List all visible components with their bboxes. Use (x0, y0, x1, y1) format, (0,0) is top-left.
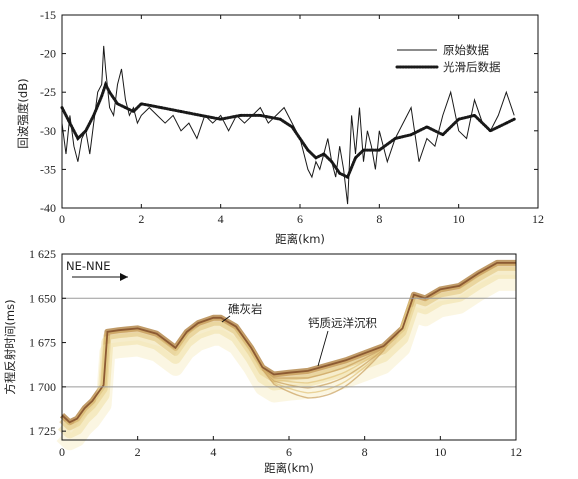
top-y-tick-label: -15 (40, 8, 56, 22)
top-x-tick-label: 4 (218, 212, 224, 226)
smoothed-point (179, 110, 183, 113)
top-y-tick-label: -40 (40, 201, 56, 215)
direction-label: NE-NNE (66, 259, 111, 273)
smoothed-point (409, 133, 413, 136)
smoothed-point (76, 137, 80, 140)
top-y-tick-label: -25 (40, 85, 56, 99)
sediment-layer (261, 344, 388, 394)
series-smoothed-line (60, 80, 516, 180)
top-y-tick-label: -35 (40, 162, 56, 176)
legend-label-smoothed: 光滑后数据 (443, 60, 501, 74)
smoothed-point (124, 106, 127, 109)
bottom-x-tick-label: 8 (362, 445, 368, 459)
smoothed-point (68, 121, 72, 125)
smoothed-point (330, 160, 334, 163)
smoothed-point (393, 137, 397, 140)
smoothed-point (504, 121, 508, 125)
reference-lines (62, 297, 516, 388)
reflection-band (57, 266, 516, 439)
smoothed-point (338, 171, 341, 175)
bottom-y-tick-label: 1 725 (29, 424, 56, 438)
smoothed-point (92, 114, 96, 117)
top-x-tick-label: 12 (532, 212, 544, 226)
smoothed-point (378, 148, 381, 152)
bottom-x-axis-label: 距离(km) (264, 461, 314, 475)
smoothed-point (362, 148, 365, 152)
bottom-y-tick-label: 1 625 (29, 247, 56, 261)
top-x-tick-label: 8 (376, 212, 382, 226)
smoothed-point (104, 83, 107, 86)
bottom-y-tick-label: 1 700 (29, 380, 56, 394)
smoothed-point (84, 129, 88, 133)
bottom-x-tick-label: 6 (286, 445, 292, 459)
top-x-tick-label: 2 (138, 212, 144, 226)
smoothed-point (314, 156, 318, 160)
bottom-x-tick-label: 10 (434, 445, 446, 459)
smoothed-point (298, 137, 302, 140)
bottom-x-tick-label: 12 (510, 445, 522, 459)
smoothed-point (354, 156, 357, 160)
top-y-tick-label: -20 (40, 47, 56, 61)
smoothed-point (346, 175, 349, 179)
smoothed-point (457, 117, 460, 121)
direction-arrow-head (120, 273, 128, 281)
top-x-axis-label: 距离(km) (275, 232, 325, 246)
series-raw-line (61, 45, 515, 205)
smoothed-point (140, 102, 143, 106)
sediment-layer (262, 344, 388, 384)
legend-label-raw: 原始数据 (443, 43, 489, 57)
smoothed-point (199, 114, 203, 117)
top-y-tick-label: -30 (40, 124, 56, 138)
bottom-x-tick-label: 4 (210, 445, 216, 459)
seismic-reflection-layer (56, 259, 516, 451)
smoothed-point (116, 102, 119, 106)
bottom-axes: 0 2 4 6 8 10 12 1 625 1 650 1 675 1 700 1 725 (29, 247, 522, 459)
smoothed-point (259, 114, 262, 117)
seafloor-reflector-line (61, 261, 516, 424)
bottom-y-axis-label: 方程反射时间(ms) (3, 299, 17, 394)
top-axes: 0 2 4 6 8 10 12 -15 -20 -25 -30 -35 -40 (40, 8, 544, 226)
pelagic-sediment-leader (317, 330, 329, 367)
smoothed-point (441, 133, 445, 136)
sediment-layer (262, 344, 388, 379)
smoothed-point (290, 125, 294, 129)
bottom-x-tick-label: 2 (135, 445, 141, 459)
reflection-band (56, 274, 516, 451)
smoothed-point (322, 152, 326, 156)
top-x-tick-label: 6 (297, 212, 303, 226)
pelagic-sediment-label: 钙质远洋沉积 (308, 316, 377, 330)
smoothed-point (306, 148, 310, 152)
reflection-band (59, 262, 516, 431)
smoothed-point (108, 90, 111, 94)
smoothed-point (278, 117, 282, 121)
smoothed-point (219, 117, 222, 121)
sediment-layer (261, 344, 388, 389)
bottom-y-tick-label: 1 650 (29, 291, 56, 305)
seismic-profile-chart: 0 2 4 6 8 10 12 1 625 1 650 1 675 1 700 1 725 NE-NN… (3, 247, 522, 475)
sediment-layer (261, 344, 388, 399)
smoothed-point (489, 129, 492, 133)
top-x-tick-label: 0 (59, 212, 65, 226)
smoothed-point (239, 114, 242, 117)
bottom-y-tick-label: 1 675 (29, 336, 56, 350)
smoothed-point (159, 106, 163, 109)
top-y-axis-label: 回波强度(dB) (16, 78, 30, 148)
bottom-x-tick-label: 0 (59, 445, 65, 459)
smoothed-point (512, 117, 516, 121)
smoothed-point (100, 94, 103, 98)
reef-limestone-leader (221, 315, 231, 323)
reef-limestone-label: 礁灰岩 (228, 302, 263, 316)
smoothed-point (132, 110, 135, 113)
top-series-layer (60, 45, 516, 205)
top-x-tick-label: 10 (453, 212, 465, 226)
smoothed-point (425, 125, 429, 129)
smoothed-point (473, 114, 476, 117)
